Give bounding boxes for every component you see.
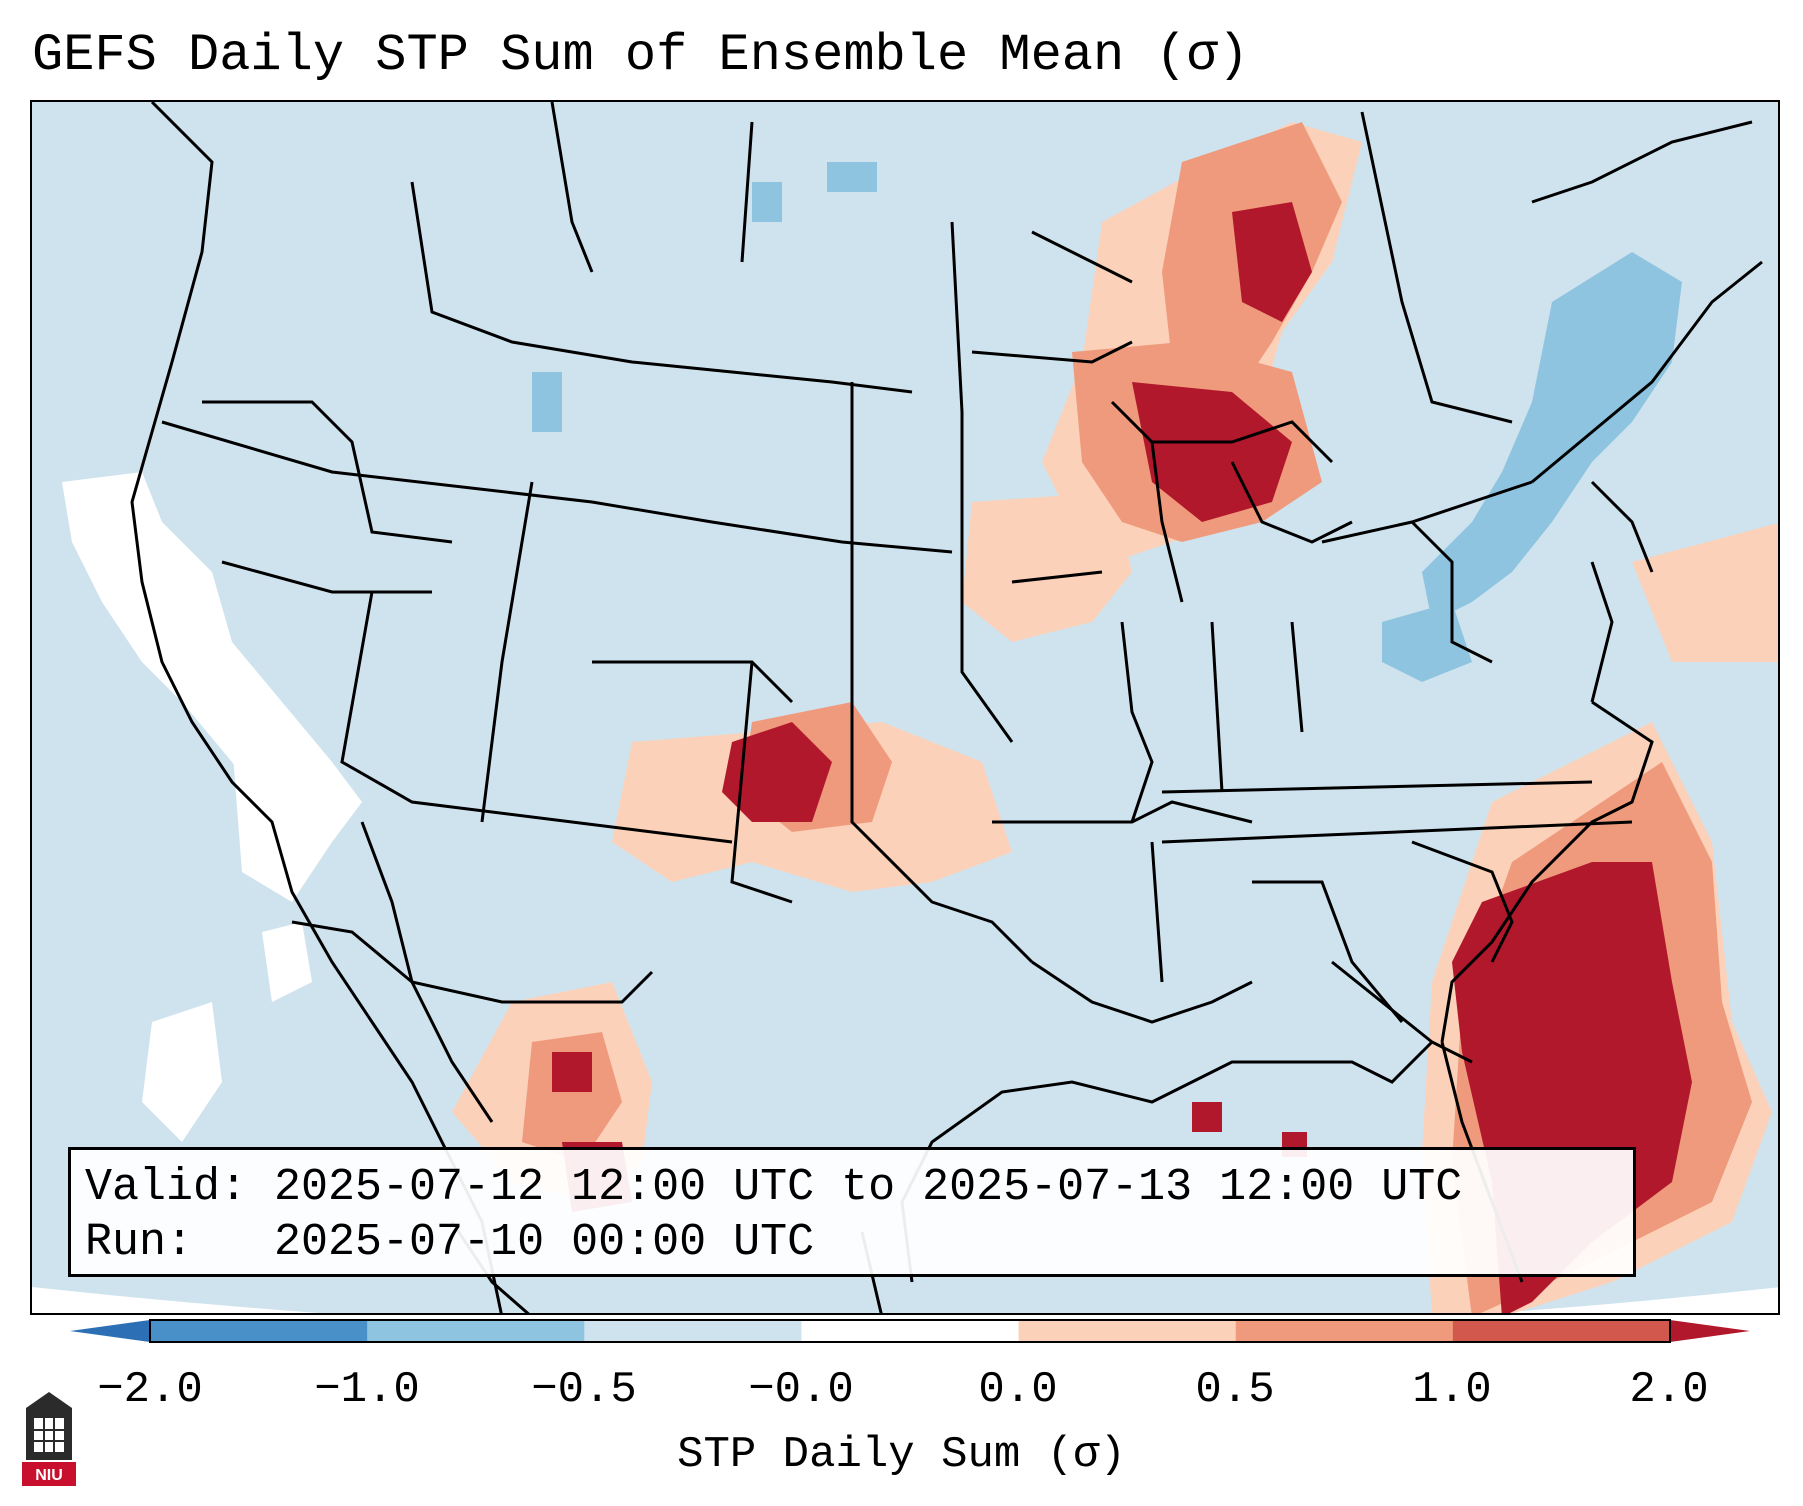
colorbar-tick-label: 0.5 [1195,1365,1275,1415]
niu-logo: NIU [22,1392,76,1486]
colorbar [70,1319,1750,1343]
near-zero-region-pacific [62,472,362,1142]
colorbar-bin [1235,1320,1454,1342]
colorbar-bin [584,1320,802,1342]
projection-edge [32,1287,1778,1313]
colorbar-bin [1452,1320,1671,1342]
valid-time-text: Valid: 2025-07-12 12:00 UTC to 2025-07-1… [85,1162,1463,1213]
run-time-text: Run: 2025-07-10 00:00 UTC [85,1217,815,1268]
map-panel[interactable]: Valid: 2025-07-12 12:00 UTC to 2025-07-1… [30,100,1780,1315]
colorbar-tick-label: 1.0 [1412,1365,1492,1415]
colorbar-bin [150,1320,368,1342]
map-boundaries [130,102,1763,1313]
colorbar-under-extension [70,1320,150,1342]
colorbar-bin [367,1320,585,1342]
colorbar-tick-label: −1.0 [314,1365,420,1415]
colorbar-bins [150,1320,1671,1342]
map-title: GEFS Daily STP Sum of Ensemble Mean (σ) [32,26,1249,85]
colorbar-tick-label: 0.0 [978,1365,1058,1415]
colorbar-tick-label: −0.5 [531,1365,637,1415]
stp-map [32,102,1778,1313]
colorbar-tick-label: −2.0 [97,1365,203,1415]
valid-run-info-box: Valid: 2025-07-12 12:00 UTC to 2025-07-1… [68,1147,1636,1277]
colorbar-bin [1018,1320,1237,1342]
colorbar-tick-label: −0.0 [748,1365,854,1415]
colorbar-bin [801,1320,1020,1342]
negative-anomaly-region [532,162,1682,682]
colorbar-tick-label: 2.0 [1629,1365,1709,1415]
colorbar-label: STP Daily Sum (σ) [677,1430,1126,1480]
colorbar-outline [149,1319,1671,1343]
logo-text: NIU [35,1467,63,1484]
colorbar-over-extension [1670,1320,1750,1342]
